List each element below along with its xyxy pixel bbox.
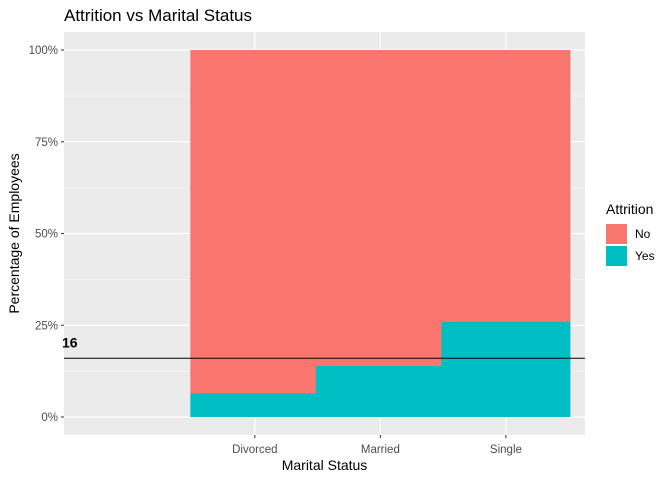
legend-label-yes: Yes	[635, 249, 655, 263]
bar-no-divorced	[190, 50, 320, 394]
legend: Attrition No Yes	[606, 201, 655, 266]
y-axis-title: Percentage of Employees	[6, 153, 22, 313]
x-tick-label: Married	[361, 444, 400, 456]
bar-yes-married	[315, 365, 445, 417]
y-tick-label: 100%	[29, 45, 58, 57]
x-axis: Divorced Married Single	[232, 435, 522, 456]
x-tick-label: Divorced	[232, 444, 277, 456]
reference-line-group: 16	[62, 334, 585, 359]
chart-title: Attrition vs Marital Status	[64, 6, 253, 25]
bars	[190, 50, 571, 417]
bar-yes-divorced	[190, 393, 320, 417]
x-tick-label: Single	[490, 444, 522, 456]
y-tick-label: 75%	[35, 137, 58, 149]
legend-label-no: No	[635, 227, 651, 241]
y-tick-label: 25%	[35, 320, 58, 332]
y-tick-label: 50%	[35, 229, 58, 241]
y-tick-label: 0%	[41, 412, 58, 424]
legend-swatch-yes	[606, 246, 627, 266]
legend-title: Attrition	[606, 201, 653, 217]
y-axis: 0% 25% 50% 75% 100%	[29, 45, 64, 424]
bar-no-married	[315, 50, 445, 366]
x-axis-title: Marital Status	[282, 457, 368, 473]
reference-line-label: 16	[62, 334, 78, 350]
legend-swatch-no	[606, 224, 627, 244]
bar-no-single	[441, 50, 571, 322]
bar-yes-single	[441, 321, 571, 417]
